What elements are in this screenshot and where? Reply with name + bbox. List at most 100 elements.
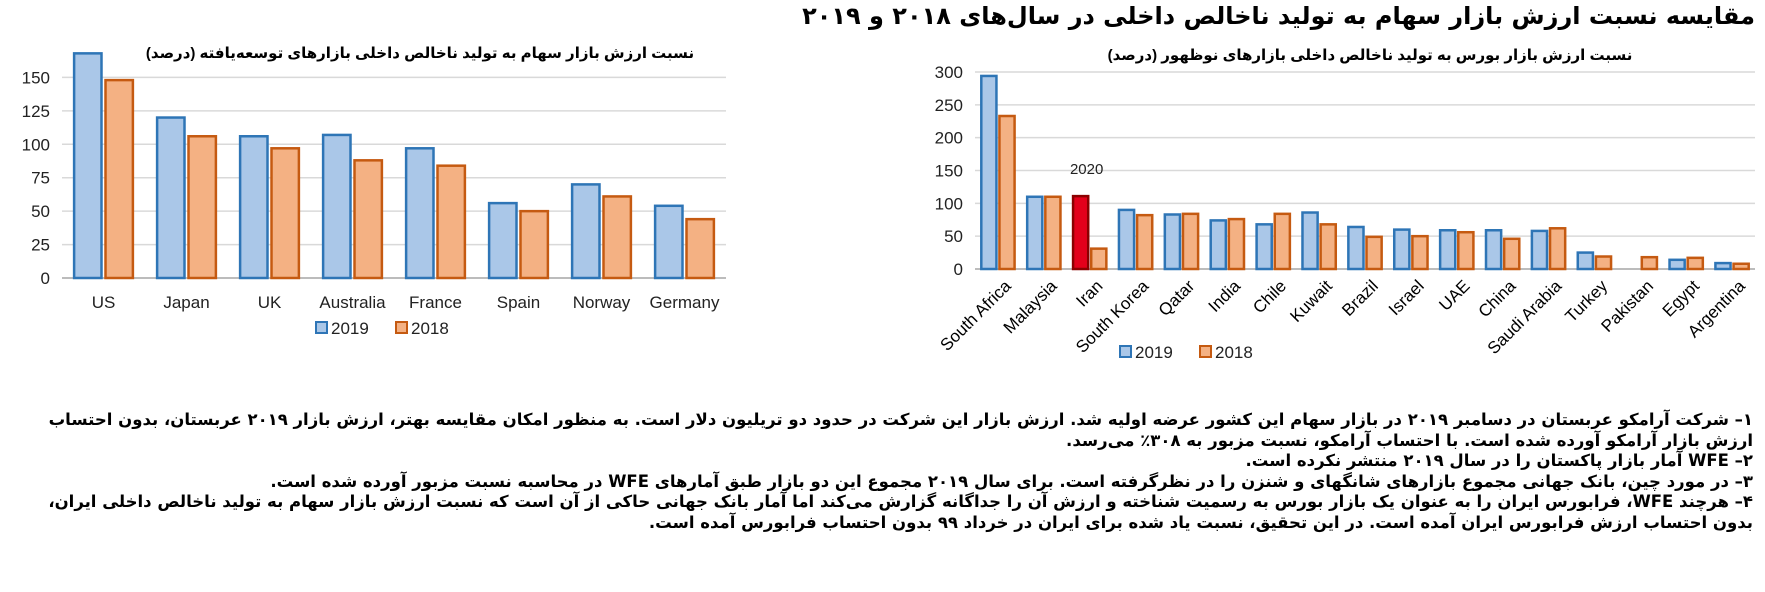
x-tick-label: Japan <box>163 293 209 312</box>
y-tick-label: 200 <box>935 129 963 148</box>
bar-2018-qatar <box>1181 212 1200 271</box>
chart-title: نسبت ارزش بازار بورس به تولید ناخالص داخ… <box>1108 47 1633 64</box>
bar-2018-argentina <box>1732 262 1750 271</box>
y-tick-label: 25 <box>31 236 50 255</box>
bar-2018-malaysia <box>1044 195 1062 271</box>
legend-swatch-2018 <box>1199 345 1212 358</box>
bar-2018-norway <box>602 195 633 280</box>
x-tick-label: Australia <box>319 293 386 312</box>
bar-2019-norway <box>570 183 601 280</box>
y-tick-label: 0 <box>41 269 50 288</box>
legend-label-2019: 2019 <box>1135 343 1173 362</box>
x-tick-label: Iran <box>1072 276 1106 310</box>
y-tick-label: 150 <box>22 68 50 87</box>
bar-2018-uk <box>270 147 301 280</box>
y-tick-label: 50 <box>31 202 50 221</box>
legend: 2019 2018 <box>1119 343 1253 362</box>
bar-2018-spain <box>519 209 550 280</box>
bar-2018-kuwait <box>1319 223 1338 271</box>
y-tick-label: 125 <box>22 102 50 121</box>
legend: 2019 2018 <box>315 319 449 338</box>
bar-2019-uae <box>1438 229 1457 271</box>
bar-2019-kuwait <box>1301 211 1319 271</box>
x-tick-label: Spain <box>497 293 540 312</box>
x-tick-label: Chile <box>1249 276 1290 317</box>
bar-2019-chile <box>1255 223 1273 271</box>
x-tick-label: Norway <box>573 293 631 312</box>
x-tick-label: UK <box>258 293 282 312</box>
legend-label-2018: 2018 <box>411 319 449 338</box>
x-tick-label: South Africa <box>937 276 1016 355</box>
x-tick-label: Brazil <box>1338 276 1381 319</box>
bar-2019-china <box>1484 229 1503 271</box>
bar-2019-australia <box>321 133 352 280</box>
legend-label-2018: 2018 <box>1215 343 1253 362</box>
main-title: مقایسه نسبت ارزش بازار سهام به تولید ناخ… <box>802 2 1755 30</box>
bar-2018-uae <box>1457 230 1475 271</box>
x-tick-label: US <box>92 293 116 312</box>
y-tick-label: 0 <box>954 260 963 279</box>
emerging-markets-chart: نسبت ارزش بازار بورس به تولید ناخالص داخ… <box>935 47 1755 362</box>
y-tick-label: 50 <box>944 227 963 246</box>
bar-2019-saudi-arabia <box>1530 229 1549 271</box>
x-tick-label: Qatar <box>1155 276 1199 320</box>
bar-2019-egypt <box>1668 258 1686 271</box>
legend-swatch-2019 <box>315 321 328 334</box>
x-tick-label: India <box>1205 276 1245 316</box>
x-tick-label: France <box>409 293 462 312</box>
legend-swatch-2018 <box>395 321 408 334</box>
bar-2018-south-korea <box>1135 213 1154 271</box>
footnotes: ۱– شرکت آرامکو عربستان در دسامبر ۲۰۱۹ در… <box>12 410 1753 533</box>
chart-title: نسبت ارزش بازار سهام به تولید ناخالص داخ… <box>146 45 694 62</box>
bar-2019-us <box>72 52 103 280</box>
bar-2018-egypt <box>1686 256 1705 271</box>
bar-2018-australia <box>353 159 384 280</box>
bar-2019-india <box>1209 219 1228 271</box>
x-tick-label: Kuwait <box>1286 276 1336 326</box>
highlight-label: 2020 <box>1070 161 1103 178</box>
bar-2019-turkey <box>1576 251 1595 271</box>
bar-2018-us <box>104 78 135 280</box>
bar-2019-iran <box>1071 194 1090 271</box>
bar-2018-brazil <box>1365 235 1383 271</box>
y-tick-label: 300 <box>935 63 963 82</box>
bar-2019-spain <box>487 201 518 280</box>
bar-2019-malaysia <box>1025 195 1044 271</box>
bar-2019-qatar <box>1163 213 1182 271</box>
bar-2018-saudi-arabia <box>1548 227 1567 271</box>
y-tick-label: 75 <box>31 169 50 188</box>
bar-2018-germany <box>685 217 716 280</box>
developed-markets-chart: نسبت ارزش بازار سهام به تولید ناخالص داخ… <box>22 45 726 338</box>
y-tick-label: 150 <box>935 162 963 181</box>
bar-2018-japan <box>187 135 218 280</box>
y-tick-label: 100 <box>22 135 50 154</box>
bar-2019-germany <box>653 204 684 280</box>
bar-2018-south-africa <box>998 114 1016 271</box>
footnote-2: ۲– WFE آمار بازار پاکستان را در سال ۲۰۱۹… <box>1245 451 1753 470</box>
bar-2018-chile <box>1273 212 1292 271</box>
bar-2018-india <box>1227 217 1246 271</box>
footnote-4: ۴– هرچند WFE، فرابورس ایران را به عنوان … <box>48 492 1753 532</box>
footnote-1: ۱– شرکت آرامکو عربستان در دسامبر ۲۰۱۹ در… <box>48 410 1753 450</box>
bar-2018-iran <box>1089 247 1108 271</box>
bar-2019-argentina <box>1714 261 1732 271</box>
x-tick-label: Israel <box>1385 276 1428 319</box>
bar-2018-turkey <box>1594 255 1613 271</box>
bar-2019-south-korea <box>1117 208 1136 271</box>
bar-2018-china <box>1502 237 1521 271</box>
x-tick-label: UAE <box>1435 276 1473 314</box>
bar-2019-france <box>404 147 435 280</box>
bar-2018-israel <box>1411 234 1429 271</box>
bar-2019-israel <box>1392 228 1411 271</box>
legend-label-2019: 2019 <box>331 319 369 338</box>
x-tick-label: Germany <box>650 293 720 312</box>
legend-swatch-2019 <box>1119 345 1132 358</box>
bar-2019-brazil <box>1347 225 1365 271</box>
bar-2018-france <box>436 164 467 280</box>
y-tick-label: 250 <box>935 96 963 115</box>
bar-2019-uk <box>238 135 269 280</box>
bar-2019-south-africa <box>980 74 998 271</box>
bar-2018-pakistan <box>1640 255 1659 271</box>
bar-2019-japan <box>155 116 186 280</box>
y-tick-label: 100 <box>935 194 963 213</box>
